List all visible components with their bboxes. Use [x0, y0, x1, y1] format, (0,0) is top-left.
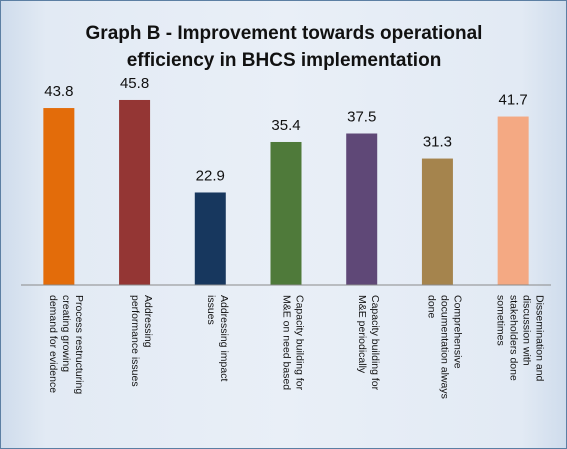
category-label-7-line-1: Dissemination and: [534, 295, 546, 382]
bar-4: [270, 141, 302, 285]
category-label-4-line-2: M&E on need based: [281, 295, 293, 390]
chart-title-line-1: Graph B - Improvement towards operationa…: [86, 23, 483, 44]
category-label-6-line-2: documentation always: [438, 295, 450, 399]
category-label-3-line-1: Addressing impact: [218, 295, 230, 381]
value-label-7: 41.7: [499, 92, 528, 109]
value-label-1: 43.8: [44, 83, 73, 100]
value-label-2: 45.8: [120, 75, 149, 92]
category-label-7-line-3: stakeholders done: [508, 295, 520, 381]
category-label-6-line-3: done: [425, 295, 437, 319]
value-label-6: 31.3: [423, 134, 452, 151]
bar-1: [43, 108, 75, 285]
value-label-3: 22.9: [196, 167, 225, 184]
category-label-7-line-2: discussion with: [521, 295, 533, 366]
category-label-3-line-2: issues: [205, 295, 217, 325]
chart-title-line-2: efficiency in BHCS implementation: [127, 50, 442, 71]
category-label-4-line-1: Capacity building for: [294, 295, 306, 391]
category-label-7-line-4: sometimes: [495, 295, 507, 346]
value-label-4: 35.4: [271, 117, 300, 134]
bar-6: [421, 158, 453, 285]
bar-7: [497, 116, 529, 285]
bar-5: [346, 133, 378, 285]
category-label-1-line-1: Process restructuring: [73, 295, 85, 394]
category-label-6-line-1: Comprehensive: [451, 295, 463, 369]
category-label-5-line-2: M&E periodically: [356, 295, 368, 374]
category-label-2-line-2: performance issues: [129, 295, 141, 387]
bar-3: [194, 192, 226, 285]
value-label-5: 37.5: [347, 109, 376, 126]
category-label-1-line-2: creating growing: [60, 295, 72, 372]
category-label-1-line-3: demand for evidence: [47, 295, 59, 393]
category-label-2-line-1: Addressing: [142, 295, 154, 348]
category-label-5-line-1: Capacity building for: [369, 295, 381, 391]
bar-2: [119, 99, 151, 285]
